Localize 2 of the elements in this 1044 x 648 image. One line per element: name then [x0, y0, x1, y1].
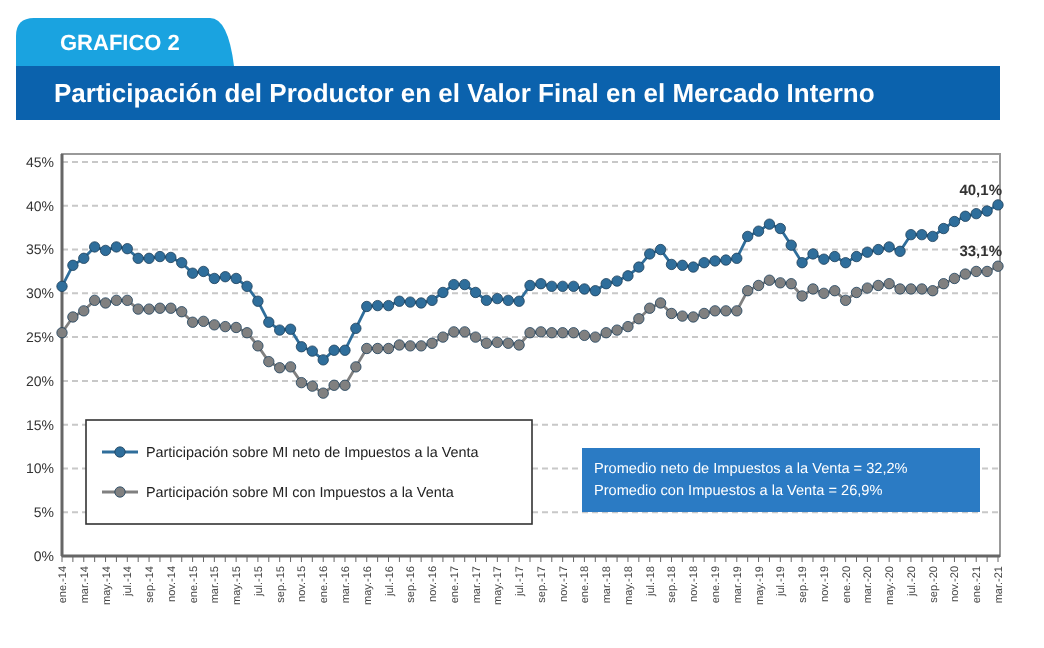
chart-title: Participación del Productor en el Valor Final en el Mercado Interno: [54, 78, 875, 108]
chart-subtitle: GRAFICO 2: [60, 32, 180, 56]
